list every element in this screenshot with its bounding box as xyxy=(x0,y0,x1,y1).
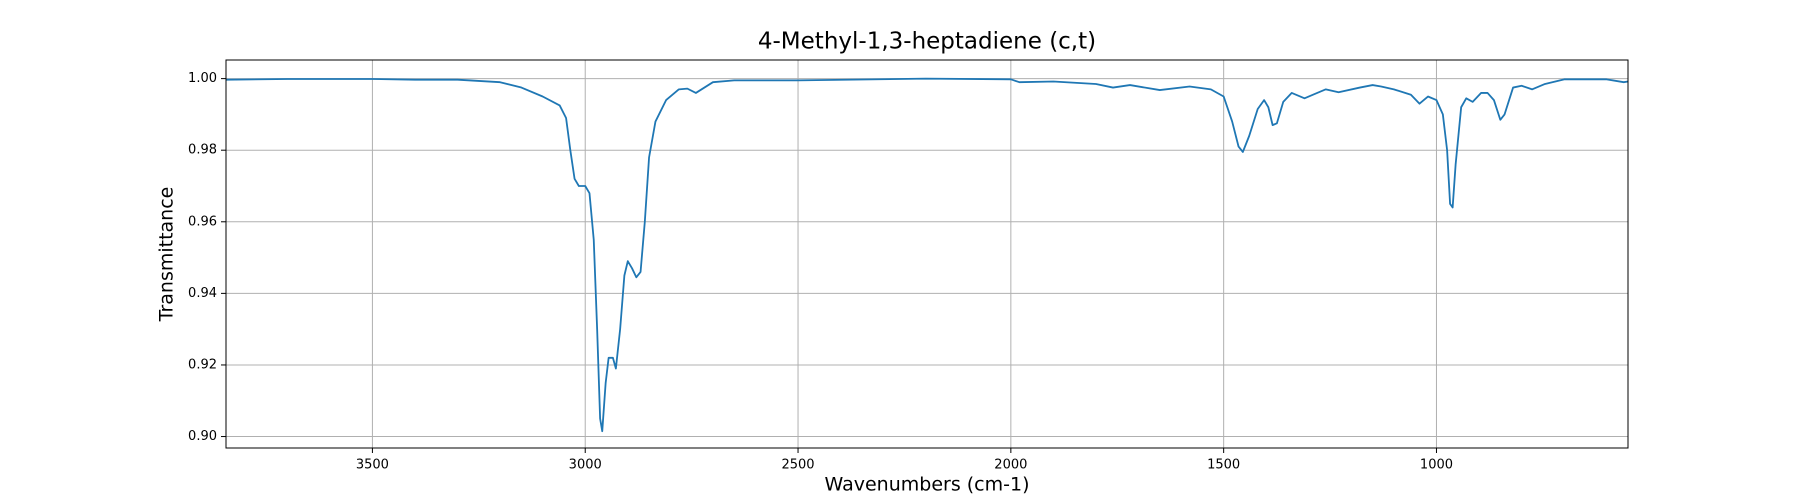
y-axis-label: Transmittance xyxy=(156,187,178,323)
chart-title: 4-Methyl-1,3-heptadiene (c,t) xyxy=(758,29,1096,55)
spectrum-line xyxy=(225,77,1629,433)
y-tick-label: 1.00 xyxy=(188,71,217,86)
y-tick-label: 0.94 xyxy=(188,286,217,301)
x-tick-label: 2500 xyxy=(781,458,814,473)
axes-frame xyxy=(225,59,1629,449)
y-tick-label: 0.96 xyxy=(188,214,217,229)
x-tick-label: 2000 xyxy=(994,458,1027,473)
x-tick-label: 1000 xyxy=(1420,458,1453,473)
plot-area xyxy=(225,77,1629,433)
y-tick-label: 0.98 xyxy=(188,143,217,158)
x-axis-label: Wavenumbers (cm-1) xyxy=(825,474,1030,496)
y-tick-label: 0.92 xyxy=(188,357,217,372)
x-tick-label: 3500 xyxy=(356,458,389,473)
x-tick-label: 3000 xyxy=(569,458,602,473)
y-tick-label: 0.90 xyxy=(188,429,217,444)
grid: 3500 3000 2500 2000 1500 1000 0.90 0.92 0.94 0.96… xyxy=(188,60,1628,473)
x-tick-label: 1500 xyxy=(1207,458,1240,473)
